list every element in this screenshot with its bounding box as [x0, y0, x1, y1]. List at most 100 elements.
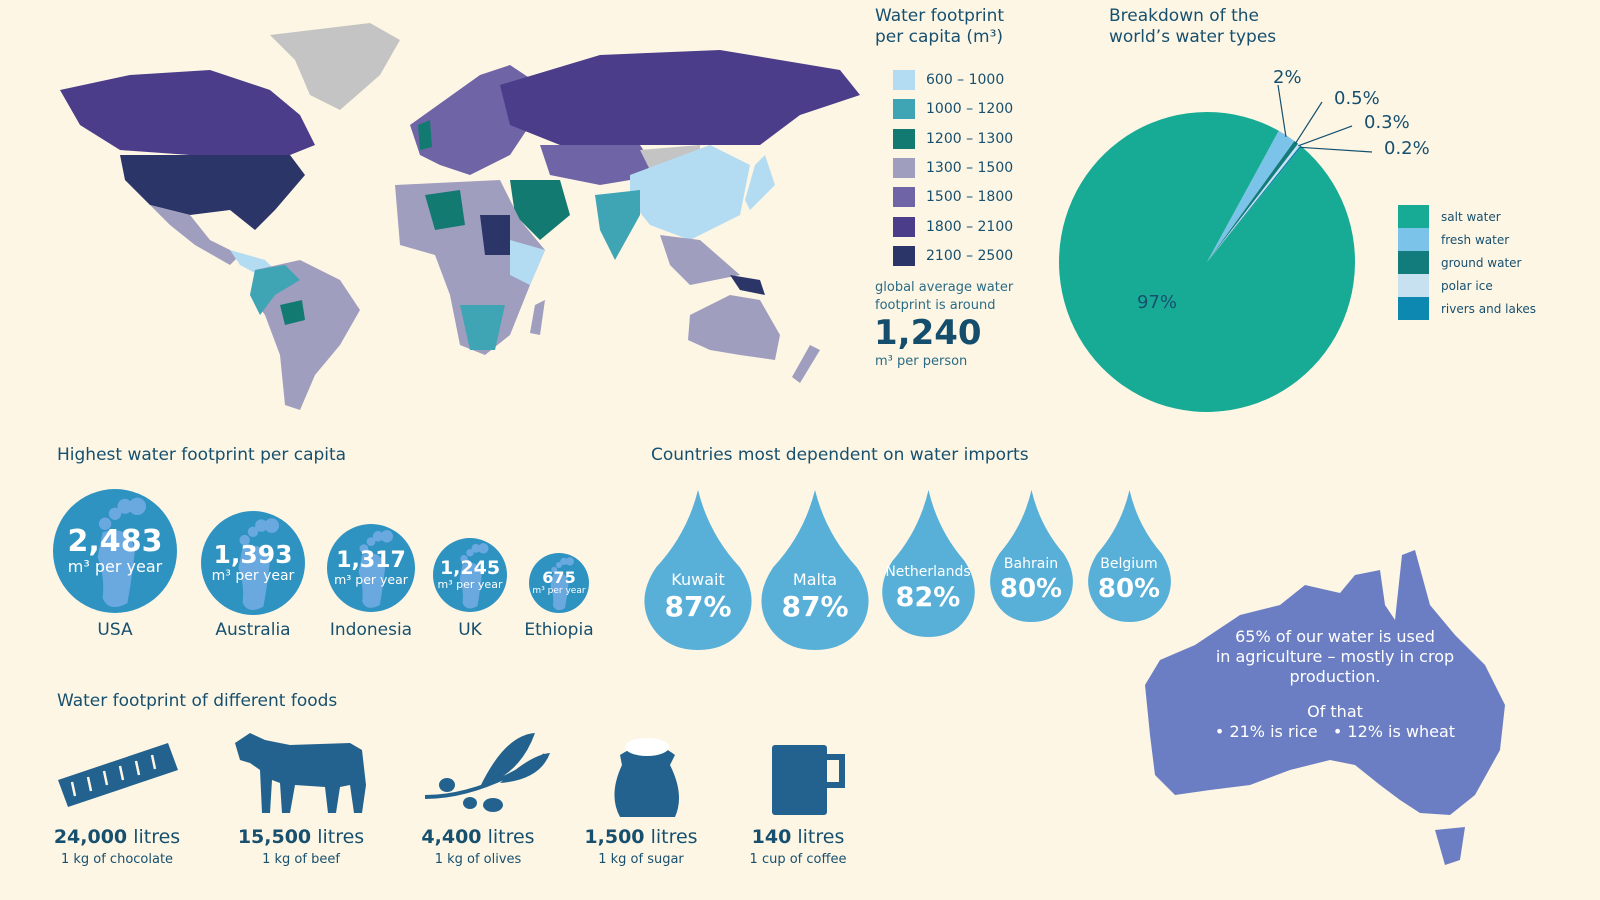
- legend-swatch: [893, 99, 915, 120]
- pie-legend-item: fresh water: [1398, 228, 1509, 251]
- legend-swatch: [893, 245, 915, 266]
- drop-value: 80%: [1097, 574, 1161, 604]
- food-unit: litres: [797, 826, 845, 848]
- map-japan: [745, 155, 775, 210]
- drop-value: 80%: [999, 574, 1063, 604]
- footprint-country: Ethiopia: [524, 620, 594, 640]
- legend-label: 1300 – 1500: [926, 159, 1014, 176]
- footprint-icon: [550, 557, 574, 611]
- water-drop-icon: [644, 490, 752, 650]
- imports-title: Countries most dependent on water import…: [651, 445, 1029, 465]
- drop-country: Belgium: [1100, 556, 1158, 572]
- footprint-circle: 1,317 m³ per year: [327, 524, 415, 612]
- map-legend-item: 2100 – 2500: [893, 245, 1014, 266]
- pie-slice-fresh-water: [1207, 130, 1295, 262]
- sugar-sack-icon: [614, 738, 679, 817]
- legend-label: 2100 – 2500: [926, 247, 1014, 264]
- agriculture-line1: 65% of our water is used: [1235, 627, 1435, 646]
- food-amount: 1,500: [584, 826, 645, 848]
- map-north-africa: [425, 190, 465, 230]
- pie-legend-swatch: [1398, 251, 1429, 274]
- water-drop-icon: [881, 490, 975, 637]
- footprint-value: 2,483: [67, 523, 163, 559]
- map-legend-title-line1: Water footprint: [875, 6, 1005, 26]
- australia-map-icon: [1145, 550, 1505, 865]
- footprint-icon: [238, 518, 279, 611]
- agriculture-line3: production.: [1289, 667, 1381, 686]
- pie-chart: 2% 0.5% 0.3% 0.2% 97%: [1059, 70, 1430, 413]
- drop-value: 82%: [895, 581, 961, 613]
- footprint-country: UK: [458, 620, 482, 640]
- pie-data-label: 97%: [1137, 292, 1177, 313]
- map-legend-item: 1000 – 1200: [893, 99, 1014, 120]
- legend-swatch: [893, 216, 915, 237]
- food-unit: litres: [133, 826, 181, 848]
- olive-branch-icon: [424, 733, 550, 812]
- footprint-circle: 1,245 m³ per year: [433, 538, 507, 612]
- footprint-icon: [459, 543, 489, 609]
- map-canada: [60, 70, 315, 155]
- food-unit: litres: [650, 826, 698, 848]
- map-legend-title: Water footprint per capita (m³): [875, 6, 1004, 48]
- map-legend-item: 1200 – 1300: [893, 128, 1014, 149]
- global-average-unit: m³ per person: [875, 354, 968, 369]
- water-drop: Kuwait 87%: [643, 490, 753, 650]
- footprint-country: Australia: [215, 620, 291, 640]
- legend-swatch: [893, 187, 915, 208]
- agriculture-line5: • 21% is rice • 12% is wheat: [1214, 722, 1456, 741]
- pie-slice-ground-water: [1207, 140, 1299, 262]
- water-drop-icon: [989, 490, 1073, 622]
- pie-data-label: 2%: [1273, 70, 1302, 88]
- pie-legend-item: rivers and lakes: [1398, 297, 1536, 320]
- pie-leader-line: [1294, 101, 1323, 144]
- global-average-line1: global average water: [875, 280, 1014, 295]
- food-label: 1 kg of sugar: [598, 852, 684, 867]
- footprint-country: USA: [97, 620, 133, 640]
- food-label: 1 kg of olives: [434, 852, 522, 867]
- map-central-america: [230, 250, 275, 273]
- legend-label: 1800 – 2100: [926, 218, 1014, 235]
- map-australia: [688, 295, 780, 360]
- footprint-circle: 2,483 m³ per year: [53, 489, 177, 613]
- pie-title: Breakdown of the world’s water types: [1109, 6, 1276, 48]
- map-mexico: [150, 205, 240, 265]
- map-legend-title-line2: per capita (m³): [875, 27, 1004, 47]
- pie-title-line1: Breakdown of the: [1109, 6, 1259, 26]
- drop-country: Bahrain: [1003, 556, 1059, 572]
- map-usa: [120, 155, 305, 230]
- legend-label: 1200 – 1300: [926, 130, 1014, 147]
- map-png: [730, 275, 765, 295]
- pie-legend-swatch: [1398, 297, 1429, 320]
- legend-swatch: [893, 157, 915, 178]
- map-southern-africa: [460, 305, 505, 350]
- pie-legend-swatch: [1398, 205, 1429, 228]
- food-value: 1,500 litres: [541, 826, 741, 848]
- food-amount: 140: [751, 826, 792, 848]
- agriculture-text: 65% of our water is used in agriculture …: [1175, 627, 1495, 742]
- map-russia: [500, 50, 860, 145]
- food-amount: 4,400: [421, 826, 482, 848]
- map-brazil-center: [280, 300, 305, 325]
- map-madagascar: [530, 300, 545, 335]
- food-value: 140 litres: [698, 826, 898, 848]
- map-middle-east: [510, 180, 570, 240]
- world-map: [60, 23, 860, 410]
- pie-legend-swatch: [1398, 274, 1429, 297]
- pie-legend-label: fresh water: [1441, 232, 1510, 247]
- food-unit: litres: [317, 826, 365, 848]
- map-sudan: [480, 215, 510, 255]
- coffee-mug-icon: [772, 745, 845, 815]
- footprint-unit: m³ per year: [211, 568, 295, 585]
- drop-country: Malta: [792, 570, 838, 589]
- footprint-value: 1,393: [213, 539, 293, 569]
- map-greenland: [270, 23, 400, 110]
- chocolate-bar-icon: [58, 743, 178, 807]
- map-legend-item: 600 – 1000: [893, 70, 1004, 90]
- footprint-icon: [97, 497, 146, 608]
- footprint-unit: m³ per year: [532, 586, 586, 597]
- food-amount: 24,000: [53, 826, 128, 848]
- pie-legend-item: polar ice: [1398, 274, 1493, 297]
- agriculture-line4: Of that: [1307, 702, 1363, 721]
- legend-label: 1000 – 1200: [926, 101, 1014, 118]
- water-drop: Malta 87%: [760, 490, 870, 650]
